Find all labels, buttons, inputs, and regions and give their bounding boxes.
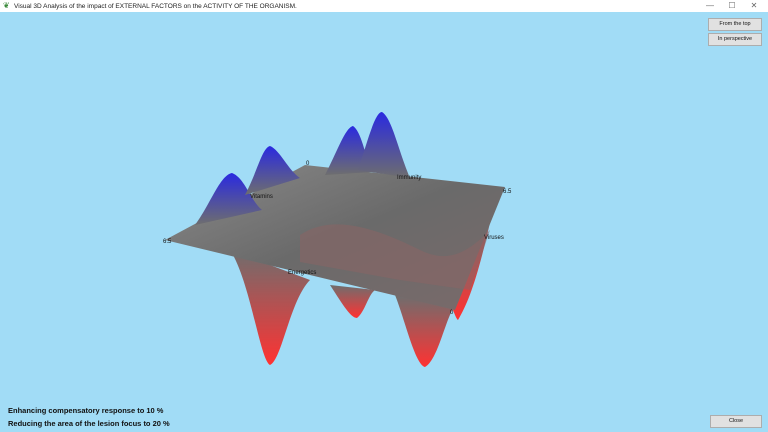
maximize-button[interactable]: ☐ bbox=[728, 1, 736, 10]
tick-max-left: 6.5 bbox=[163, 239, 172, 245]
close-window-button[interactable]: ✕ bbox=[750, 1, 758, 10]
tick-zero-back: 0 bbox=[306, 161, 310, 167]
axis-label-energetics: Energetics bbox=[288, 270, 316, 276]
axis-label-viruses: Viruses bbox=[484, 235, 504, 241]
status-lesion: Reducing the area of the lesion focus to… bbox=[8, 419, 170, 428]
from-top-button[interactable]: From the top bbox=[708, 18, 762, 31]
in-perspective-button[interactable]: In perspective bbox=[708, 33, 762, 46]
minimize-button[interactable]: — bbox=[706, 1, 714, 10]
close-button[interactable]: Close bbox=[710, 415, 762, 428]
axis-label-vitamins: Vitamins bbox=[250, 194, 273, 200]
axis-label-immunity: Immunity bbox=[397, 175, 421, 181]
tick-max-right: 6.5 bbox=[503, 189, 512, 195]
window-title: Visual 3D Analysis of the impact of EXTE… bbox=[14, 2, 297, 10]
leaf-app-icon: ❦ bbox=[3, 1, 10, 10]
title-bar: ❦ Visual 3D Analysis of the impact of EX… bbox=[0, 0, 768, 12]
surface-peaks bbox=[195, 112, 410, 225]
tick-zero-front: 0 bbox=[450, 310, 454, 316]
status-compensatory: Enhancing compensatory response to 10 % bbox=[8, 406, 164, 415]
